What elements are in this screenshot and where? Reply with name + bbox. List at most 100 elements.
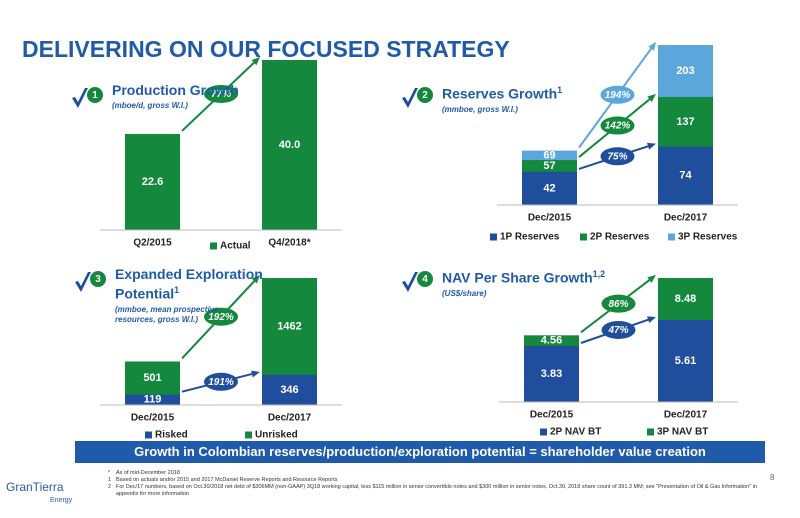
chart-subtitle: (US$/share) (442, 288, 487, 298)
chart-title: Reserves Growth1 (442, 82, 592, 102)
chart-title: NAV Per Share Growth1,2 (442, 266, 612, 286)
growth-badge (600, 147, 635, 166)
chart-title-text: Expanded Exploration Potential (115, 266, 263, 302)
chart-title-sup: 1 (174, 285, 180, 295)
legend-label: Risked (155, 430, 188, 441)
value-label: 57 (543, 160, 555, 172)
logo-tagline: Energy (50, 497, 73, 504)
legend-label: 2P Reserves (590, 232, 650, 243)
chart-header: Reserves Growth1 (mmboe, gross W.I.) (442, 82, 592, 115)
value-label: 203 (676, 65, 694, 77)
chart-title-sup: 1,2 (592, 269, 606, 279)
chart-subtitle: (mboe/d, gross W.I.) (112, 101, 188, 110)
footnote-mark: 2 (108, 484, 112, 490)
growth-badge (204, 84, 238, 103)
bar (125, 394, 180, 405)
value-label: 8.48 (675, 293, 696, 305)
value-label: 501 (143, 372, 161, 384)
value-label: 22.6 (142, 176, 163, 188)
logo-name: GranTierra (6, 480, 64, 494)
growth-badge (204, 307, 238, 326)
growth-label: 77% (211, 89, 231, 100)
bar (522, 171, 577, 205)
value-label: 74 (679, 170, 692, 182)
chart-title-text: Reserves Growth (442, 85, 558, 102)
badge-number: 3 (95, 274, 101, 285)
legend-label: Actual (220, 241, 251, 252)
chart-subtitle: (mmboe, gross W.I.) (442, 104, 518, 114)
legend-label: 3P Reserves (678, 232, 738, 243)
value-label: 1462 (277, 320, 301, 332)
growth-label: 142% (605, 121, 631, 132)
footnote: * As of mid-December 2018 (108, 470, 758, 477)
chart-title-text: NAV Per Share Growth (442, 269, 593, 286)
growth-label: 75% (607, 151, 627, 162)
value-label: 4.56 (541, 335, 562, 347)
footnote-text: Based on actuals and/or 2015 and 2017 Mc… (116, 477, 338, 483)
chart-title: Expanded Exploration Potential1 (115, 266, 285, 302)
growth-badge (204, 372, 238, 391)
badge-number: 4 (422, 274, 428, 285)
legend-swatch (580, 233, 587, 241)
chart-title: Production Growth (112, 82, 262, 98)
growth-label: 47% (607, 325, 628, 336)
growth-label: 86% (608, 299, 628, 310)
footnote-mark: * (108, 470, 111, 476)
footnotes: * As of mid-December 2018 1 Based on actual… (108, 470, 758, 498)
legend-swatch (210, 242, 217, 250)
x-tick-label: Dec/2015 (530, 410, 574, 421)
footnote: 1 Based on actuals and/or 2015 and 2017 M… (108, 477, 758, 484)
page-number: 8 (770, 473, 775, 482)
x-tick-label: Q2/2015 (133, 238, 172, 249)
legend-swatch (145, 431, 152, 439)
x-tick-label: Dec/2017 (268, 413, 312, 424)
footnote-mark: 1 (108, 477, 112, 483)
value-label: 119 (144, 394, 162, 406)
badge (87, 87, 103, 103)
x-tick-label: Q4/2018* (268, 238, 310, 249)
legend-swatch (647, 428, 654, 436)
chart-header: NAV Per Share Growth1,2 (US$/share) (442, 266, 612, 299)
legend-label: 2P NAV BT (550, 427, 601, 438)
slide-title: DELIVERING ON OUR FOCUSED STRATEGY (22, 36, 510, 62)
legend-swatch (245, 431, 252, 439)
legend-swatch (490, 233, 497, 241)
badge (417, 87, 433, 103)
footnote: 2 For Dec/17 numbers, based on Oct.30/201… (108, 484, 758, 498)
growth-badge (601, 294, 636, 313)
arrow-head (647, 275, 656, 283)
badge-number: 2 (422, 90, 428, 101)
check-icon (402, 88, 418, 108)
growth-label: 191% (208, 377, 234, 388)
x-tick-label: Dec/2015 (131, 413, 175, 424)
arrow-head (251, 370, 260, 378)
bar (262, 60, 317, 230)
growth-label: 192% (208, 312, 234, 323)
chart-header: Expanded Exploration Potential1 (mmboe, m… (115, 266, 285, 325)
chart-subtitle: (mmboe, mean prospective resources, gros… (115, 304, 219, 324)
bar (658, 146, 713, 205)
bar (125, 133, 180, 230)
arrow-head (647, 142, 656, 150)
chart-title-sup: 1 (557, 85, 563, 95)
arrow-head (648, 42, 656, 51)
value-label: 5.61 (675, 355, 696, 367)
x-tick-label: Dec/2015 (528, 213, 572, 224)
growth-badge (600, 85, 635, 104)
badge (417, 271, 433, 287)
growth-badge (601, 320, 636, 339)
value-label: 137 (676, 116, 694, 128)
growth-label: 194% (605, 90, 631, 101)
footnote-text: As of mid-December 2018 (116, 470, 180, 476)
check-icon (72, 88, 88, 108)
chart-header: Production Growth (mboe/d, gross W.I.) (112, 82, 262, 111)
legend-label: 1P Reserves (500, 232, 560, 243)
bar (658, 319, 713, 402)
arrow-head (251, 57, 260, 66)
arrow-head (647, 94, 656, 102)
legend-swatch (668, 233, 675, 241)
badge-number: 1 (92, 90, 98, 101)
bar (524, 345, 579, 402)
